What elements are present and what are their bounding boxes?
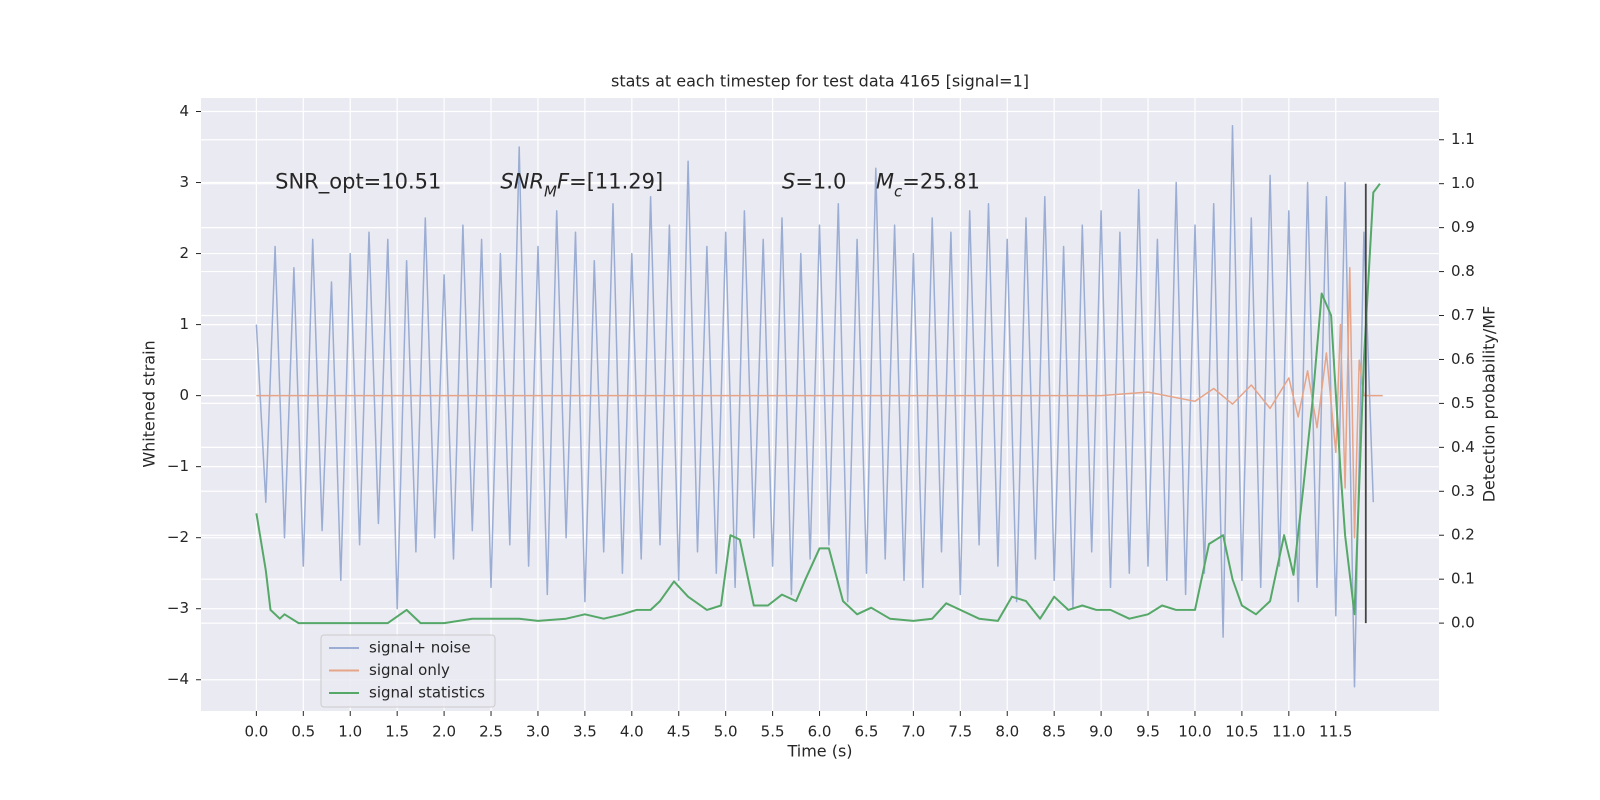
y-tick-label: 0	[179, 386, 189, 404]
annotation-part: S	[782, 170, 795, 194]
annotation-part: M	[876, 170, 894, 194]
annotation: Mc=25.81	[876, 170, 980, 201]
y2-tick-label: 0.8	[1451, 262, 1475, 280]
x-tick-label: 6.5	[855, 723, 879, 741]
x-tick-label: 9.5	[1136, 723, 1160, 741]
annotation: SNR_opt=10.51	[275, 170, 441, 195]
y2-tick-label: 1.0	[1451, 174, 1475, 192]
series-line	[255, 124, 1375, 688]
y2-tick-label: 0.6	[1451, 350, 1475, 368]
x-tick-label: 7.5	[948, 723, 972, 741]
annotation-part: c	[894, 182, 903, 200]
x-tick-label: 6.0	[808, 723, 832, 741]
y2-tick-label: 0.1	[1451, 570, 1475, 588]
series-line	[255, 183, 1381, 625]
x-tick-label: 11.5	[1319, 723, 1352, 741]
y-tick-label: −1	[167, 457, 189, 475]
y-tick-label: 1	[179, 315, 189, 333]
y-tick-label: 4	[179, 102, 189, 120]
x-tick-label: 10.0	[1178, 723, 1211, 741]
y2-tick-label: 1.1	[1451, 130, 1475, 148]
annotation-part: F	[557, 170, 570, 194]
x-tick-label: 4.5	[667, 723, 691, 741]
y-tick-label: −4	[167, 670, 189, 688]
x-tick-label: 11.0	[1272, 723, 1305, 741]
y-tick-label: 3	[179, 173, 189, 191]
x-axis-label: Time (s)	[786, 742, 852, 761]
x-tick-label: 0.0	[244, 723, 268, 741]
x-tick-label: 5.5	[761, 723, 785, 741]
y2-tick-label: 0.0	[1451, 614, 1475, 632]
y-tick-label: 2	[179, 244, 189, 262]
legend-box	[320, 634, 496, 708]
y-axis-label: Whitened strain	[140, 340, 159, 467]
y-tick-label: −2	[167, 528, 189, 546]
x-tick-label: 5.0	[714, 723, 738, 741]
x-tick-label: 4.0	[620, 723, 644, 741]
chart-title: stats at each timestep for test data 416…	[611, 72, 1029, 91]
legend-label: signal+ noise	[369, 639, 471, 657]
x-tick-label: 2.5	[479, 723, 503, 741]
y2-axis-label: Detection probability/MF	[1480, 306, 1499, 503]
x-tick-label: 3.5	[573, 723, 597, 741]
y-tick-label: −3	[167, 599, 189, 617]
x-tick-label: 9.0	[1089, 723, 1113, 741]
annotation-part: =25.81	[902, 170, 980, 194]
x-tick-label: 2.0	[432, 723, 456, 741]
x-tick-label: 10.5	[1225, 723, 1258, 741]
x-tick-label: 7.0	[901, 723, 925, 741]
x-tick-label: 0.5	[291, 723, 315, 741]
annotation: SNRMF=[11.29]	[500, 170, 663, 201]
legend-label: signal only	[369, 661, 450, 679]
y2-tick-label: 0.2	[1451, 526, 1475, 544]
x-tick-label: 8.0	[995, 723, 1019, 741]
x-tick-label: 8.5	[1042, 723, 1066, 741]
x-tick-label: 3.0	[526, 723, 550, 741]
annotation-part: SNR	[500, 170, 544, 194]
y2-tick-label: 0.5	[1451, 394, 1475, 412]
annotation-part: M	[544, 182, 557, 200]
legend-label: signal statistics	[369, 684, 485, 702]
annotation-part: =1.0	[795, 170, 846, 194]
annotation-part: =[11.29]	[569, 170, 663, 194]
y2-tick-label: 0.7	[1451, 306, 1475, 324]
y2-tick-label: 0.3	[1451, 482, 1475, 500]
y2-tick-label: 0.4	[1451, 438, 1475, 456]
annotation-part: SNR_opt=10.51	[275, 170, 441, 195]
x-tick-label: 1.5	[385, 723, 409, 741]
series-line	[256, 267, 1383, 539]
y2-tick-label: 0.9	[1451, 218, 1475, 236]
x-tick-label: 1.0	[338, 723, 362, 741]
annotation: S=1.0	[782, 170, 846, 194]
